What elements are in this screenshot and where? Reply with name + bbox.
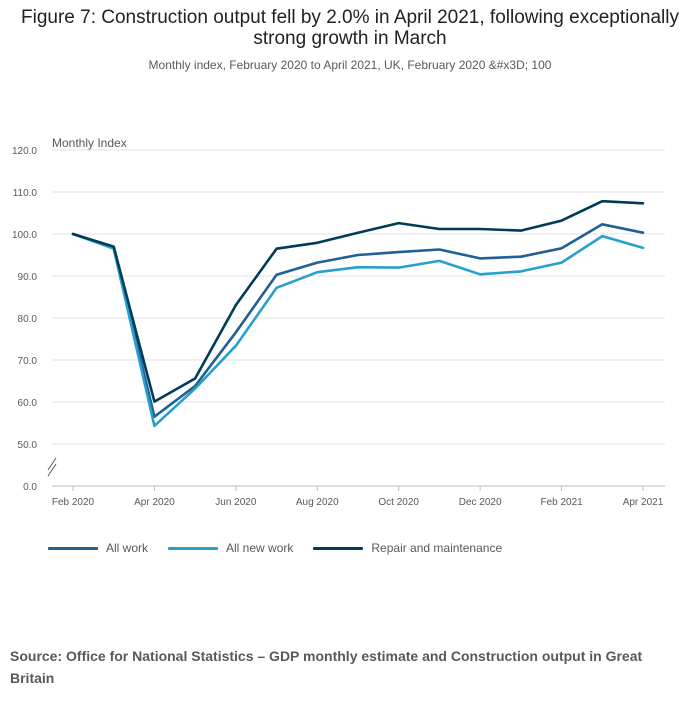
x-tick-label: Feb 2020 — [52, 497, 95, 508]
legend-label-all-work: All work — [106, 541, 149, 555]
legend-item-all-work[interactable]: All work — [48, 541, 148, 555]
x-tick-label: Apr 2020 — [134, 497, 175, 508]
y-tick-label: 0.0 — [23, 482, 37, 493]
series-line-all-work[interactable] — [71, 223, 645, 419]
y-tick-label: 50.0 — [18, 440, 38, 451]
legend-item-all-new-work[interactable]: All new work — [168, 541, 293, 555]
line-chart: Monthly Index 120.0 110.0 100.0 90.0 80.0 70.0… — [12, 136, 665, 508]
legend-swatch-all-new-work — [168, 546, 219, 550]
x-tick-label: Dec 2020 — [459, 497, 502, 508]
y-tick-label: 70.0 — [18, 356, 38, 367]
x-tick-label: Feb 2021 — [540, 497, 583, 508]
y-tick-label: 60.0 — [18, 398, 38, 409]
series-line-all-new-work[interactable] — [71, 232, 645, 428]
legend: All work All new work Repair and mainten… — [48, 541, 522, 555]
legend-item-repair-and-maintenance[interactable]: Repair and maintenance — [313, 541, 502, 555]
y-tick-label: 80.0 — [18, 314, 38, 325]
x-tick-label: Aug 2020 — [296, 497, 339, 508]
series-lines — [71, 199, 645, 428]
series-line-repair-and-maintenance[interactable] — [71, 199, 645, 403]
x-tick-label: Oct 2020 — [378, 497, 419, 508]
legend-swatch-repair-and-maintenance — [313, 546, 364, 550]
y-axis-title: Monthly Index — [52, 136, 127, 150]
axes: Monthly Index 120.0 110.0 100.0 90.0 80.0 70.0… — [12, 136, 664, 508]
y-tick-label: 110.0 — [13, 188, 38, 199]
source-note: Source: Office for National Statistics –… — [10, 648, 643, 686]
legend-swatch-all-work — [48, 546, 98, 550]
chart-subtitle: Monthly index, February 2020 to April 20… — [148, 58, 552, 72]
legend-label-all-new-work: All new work — [226, 541, 294, 555]
x-tick-label: Jun 2020 — [215, 497, 257, 508]
y-tick-label: 100.0 — [12, 230, 37, 241]
axis-break-marker — [47, 457, 57, 477]
legend-label-repair-and-maintenance: Repair and maintenance — [371, 541, 503, 555]
gridlines — [52, 149, 665, 487]
chart-title: Figure 7: Construction output fell by 2.… — [21, 7, 679, 49]
y-tick-label: 120.0 — [12, 146, 37, 157]
x-tick-label: Apr 2021 — [623, 497, 664, 508]
y-tick-label: 90.0 — [18, 272, 38, 283]
